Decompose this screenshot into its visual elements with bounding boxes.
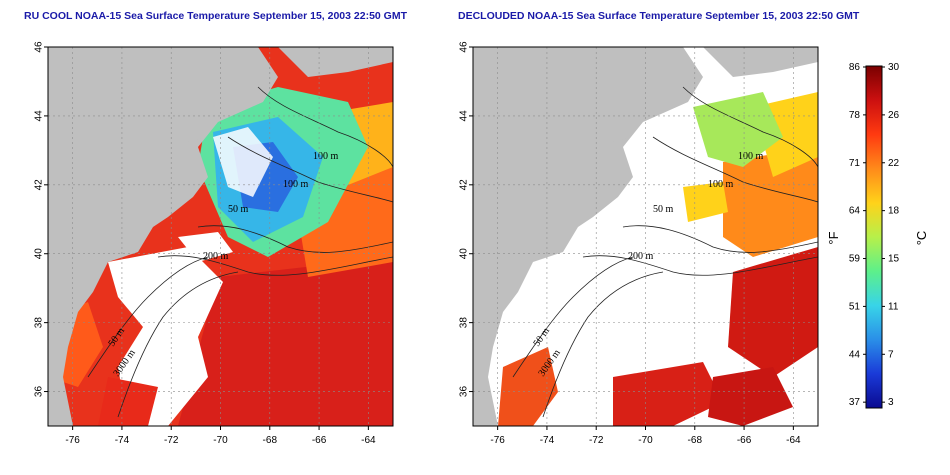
contour-depth-label: 100 m [283, 179, 309, 190]
celsius-tick-label: 22 [888, 158, 900, 169]
latitude-tick-label: 44 [459, 110, 470, 122]
contour-depth-label: 100 m [738, 151, 764, 162]
longitude-tick-label: -66 [737, 435, 752, 446]
bathymetry-contour [157, 255, 393, 276]
bathymetry-contour [227, 136, 393, 203]
longitude-tick-label: -74 [115, 435, 130, 446]
contour-depth-label: 200 m [203, 251, 229, 262]
contour-depth-label: 100 m [708, 179, 734, 190]
land-mass [473, 47, 703, 426]
coastal-warm-patch [498, 347, 558, 426]
land-mass [703, 47, 818, 77]
warm-water-region [613, 362, 723, 426]
land-mass [603, 122, 631, 142]
longitude-tick-label: -74 [540, 435, 555, 446]
fahrenheit-tick-label: 86 [849, 62, 861, 73]
fahrenheit-tick-label: 71 [849, 158, 861, 169]
bathymetry-contour [582, 255, 818, 276]
bathymetry-contour [622, 225, 818, 253]
latitude-tick-label: 38 [34, 317, 45, 329]
panel-title-declouded: DECLOUDED NOAA-15 Sea Surface Temperatur… [458, 10, 860, 22]
bathymetry-contour [652, 136, 818, 203]
colorbar-gradient [865, 65, 883, 409]
contour-depth-label: 100 m [313, 151, 339, 162]
celsius-tick-label: 18 [888, 206, 900, 217]
celsius-tick-label: 26 [888, 110, 900, 121]
land-mass [48, 47, 278, 426]
longitude-tick-label: -64 [361, 435, 376, 446]
warm-water-region [708, 367, 793, 426]
latitude-tick-label: 42 [34, 179, 45, 191]
bathymetry-contour [542, 271, 664, 418]
contour-depth-label: 50 m [653, 204, 674, 215]
cloud-cover [213, 127, 273, 197]
temperature-colorbar: 86 78 71 64 59 51 44 37 30 26 22 18 15 11 7 3 °F °C [826, 62, 929, 409]
latitude-tick-label: 40 [34, 248, 45, 260]
slope-water-region [723, 147, 818, 257]
bathymetry-contour [682, 86, 818, 168]
longitude-tick-label: -64 [786, 435, 801, 446]
longitude-tick-label: -76 [65, 435, 80, 446]
cloud-cover [108, 247, 223, 426]
latitude-tick-label: 36 [459, 386, 470, 398]
celsius-tick-label: 11 [888, 301, 899, 312]
celsius-unit-label: °C [914, 231, 929, 246]
bathymetry-contour [117, 271, 239, 418]
fahrenheit-unit-label: °F [826, 231, 841, 244]
longitude-tick-label: -68 [688, 435, 703, 446]
shelf-patch [683, 182, 728, 222]
land-mass [278, 47, 393, 77]
fahrenheit-tick-label: 59 [849, 254, 861, 265]
celsius-tick-label: 30 [888, 62, 900, 73]
latitude-tick-label: 36 [34, 386, 45, 398]
longitude-tick-label: -70 [638, 435, 653, 446]
fahrenheit-tick-label: 37 [849, 397, 861, 408]
longitude-tick-label: -72 [164, 435, 179, 446]
latitude-tick-label: 46 [459, 41, 470, 53]
latitude-tick-label: 46 [34, 41, 45, 53]
longitude-tick-label: -68 [263, 435, 278, 446]
bathymetry-contour [512, 256, 634, 378]
longitude-tick-label: -72 [589, 435, 604, 446]
land-mass [178, 122, 206, 142]
fahrenheit-tick-label: 64 [849, 206, 861, 217]
longitude-tick-label: -76 [490, 435, 505, 446]
longitude-tick-label: -66 [312, 435, 327, 446]
celsius-tick-label: 7 [888, 349, 894, 360]
contour-depth-label: 200 m [628, 251, 654, 262]
bathymetry-contour [87, 256, 209, 378]
warm-water-region [728, 247, 818, 377]
coastal-warm-patch [98, 377, 158, 426]
latitude-tick-label: 42 [459, 179, 470, 191]
latitude-tick-label: 40 [459, 248, 470, 260]
latitude-tick-label: 38 [459, 317, 470, 329]
contour-depth-label: 50 m [228, 204, 249, 215]
latitude-tick-label: 44 [34, 110, 45, 122]
fahrenheit-tick-label: 44 [849, 349, 861, 360]
fahrenheit-tick-label: 51 [849, 301, 861, 312]
cloud-cover [178, 232, 233, 262]
fahrenheit-tick-label: 78 [849, 110, 861, 121]
gulf-of-maine-region [693, 92, 783, 167]
bathymetry-contour [197, 225, 393, 253]
bathymetry-contour [257, 86, 393, 168]
warm-water-region [178, 257, 393, 426]
celsius-tick-label: 15 [888, 254, 900, 265]
celsius-tick-label: 3 [888, 397, 894, 408]
longitude-tick-label: -70 [213, 435, 228, 446]
panel-title-ru-cool: RU COOL NOAA-15 Sea Surface Temperature … [24, 10, 408, 22]
